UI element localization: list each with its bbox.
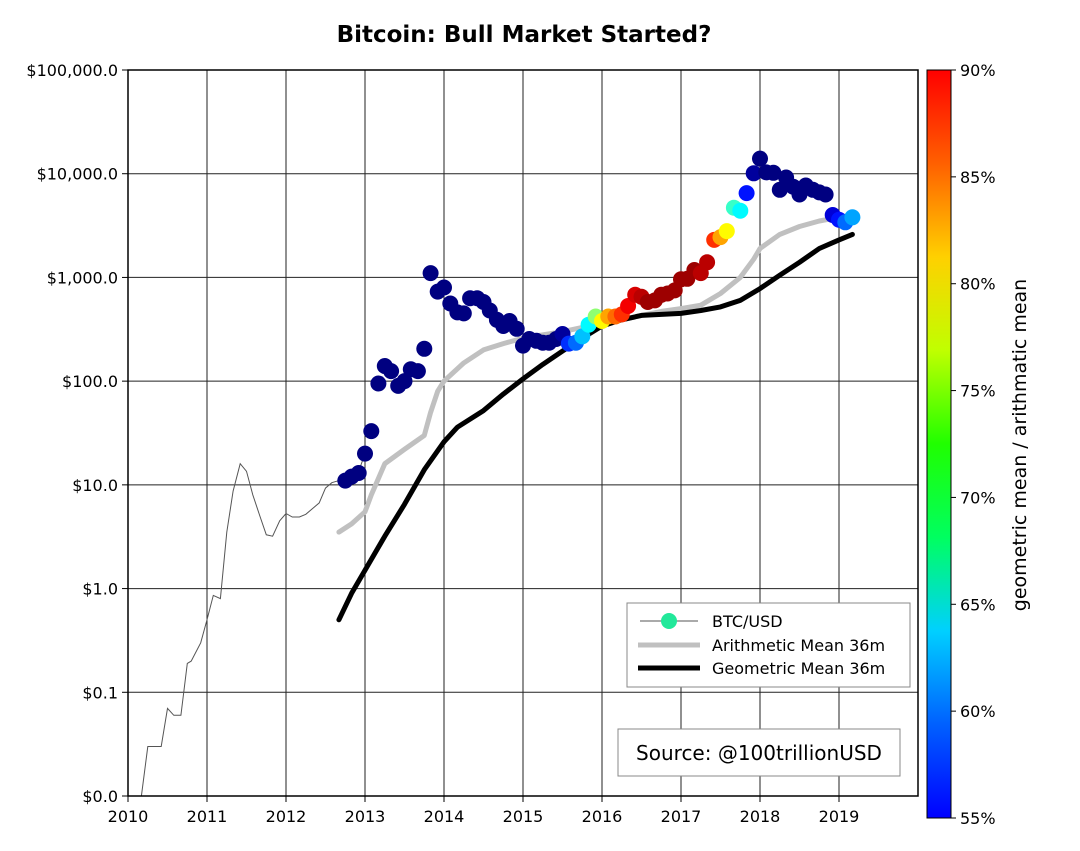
y-tick-label: $100,000.0 <box>26 61 118 80</box>
colorbar-tick-label: 90% <box>960 61 996 80</box>
btc-data-point <box>383 363 400 380</box>
y-tick-label: $0.0 <box>82 787 118 806</box>
y-tick-label: $10.0 <box>72 476 118 495</box>
colorbar-tick-label: 70% <box>960 488 996 507</box>
colorbar-tick-label: 75% <box>960 382 996 401</box>
btc-data-point <box>455 305 472 322</box>
btc-data-point <box>817 186 834 203</box>
btc-data-point <box>718 223 735 240</box>
colorbar-tick-label: 80% <box>960 275 996 294</box>
x-tick-label: 2012 <box>266 807 307 826</box>
x-tick-label: 2019 <box>819 807 860 826</box>
btc-data-point <box>732 202 749 219</box>
x-tick-label: 2014 <box>424 807 465 826</box>
y-tick-layer: $0.0 $0.1 $1.0 $10.0 $100.0 $1,000.0 $10,000.0… <box>26 61 128 806</box>
y-tick-label: $0.1 <box>82 683 118 702</box>
y-tick-label: $1,000.0 <box>47 268 118 287</box>
y-tick-label: $100.0 <box>62 372 118 391</box>
btc-data-point <box>436 279 452 296</box>
x-tick-label: 2011 <box>187 807 228 826</box>
btc-data-point <box>357 445 373 462</box>
btc-data-point <box>745 165 762 182</box>
btc-data-point <box>771 181 788 198</box>
legend: BTC/USD Arithmetic Mean 36m Geometric Me… <box>626 602 911 688</box>
btc-data-point <box>765 164 782 181</box>
btc-data-point <box>574 328 591 345</box>
colorbar: 55% 60% 65% 70% 75% 80% 85% 90% geometric mean … <box>926 61 1031 828</box>
colorbar-tick-label: 65% <box>960 595 996 614</box>
x-tick-label: 2018 <box>740 807 781 826</box>
btc-data-point <box>416 340 433 357</box>
btc-data-point <box>844 209 861 226</box>
x-tick-label: 2010 <box>108 807 149 826</box>
colorbar-tick-label: 85% <box>960 168 996 187</box>
x-tick-label: 2016 <box>582 807 623 826</box>
geometric-mean-line <box>336 231 855 623</box>
y-tick-label: $1.0 <box>82 580 118 599</box>
legend-label-btc: BTC/USD <box>712 612 783 631</box>
btc-data-point <box>409 363 426 380</box>
x-tick-label: 2013 <box>345 807 386 826</box>
btc-data-point <box>508 320 525 337</box>
source-box <box>617 728 901 777</box>
btc-data-point <box>396 373 413 390</box>
colorbar-gradient <box>926 69 952 819</box>
arithmetic-mean-line <box>336 212 855 535</box>
x-tick-label: 2017 <box>661 807 702 826</box>
btc-data-point <box>370 375 387 392</box>
source-text: Source: @100trillionUSD <box>636 741 882 765</box>
colorbar-tick-label: 55% <box>960 809 996 828</box>
source-annotation: Source: @100trillionUSD <box>617 728 901 777</box>
colorbar-label: geometric mean / arithmatic mean <box>1009 279 1031 611</box>
grid-layer <box>127 69 918 797</box>
btc-data-point <box>752 150 768 167</box>
btc-data-point <box>363 423 380 440</box>
colorbar-tick-label: 60% <box>960 702 996 721</box>
plot-frame <box>127 69 919 797</box>
btc-data-point <box>699 254 716 271</box>
x-tick-layer: 2010 2011 2012 2013 2014 2015 2016 2017 2018 2019 <box>108 796 860 826</box>
btc-data-point <box>422 265 439 282</box>
chart-title: Bitcoin: Bull Market Started? <box>337 22 712 48</box>
series-layer <box>140 150 861 797</box>
x-tick-label: 2015 <box>503 807 544 826</box>
colorbar-tick-layer: 55% 60% 65% 70% 75% 80% 85% 90% <box>951 61 996 828</box>
y-tick-label: $10,000.0 <box>37 165 118 184</box>
legend-label-geo: Geometric Mean 36m <box>712 659 885 678</box>
legend-label-arith: Arithmetic Mean 36m <box>712 636 885 655</box>
btc-data-point <box>738 185 755 202</box>
btc-history-line <box>140 453 366 797</box>
btc-data-point <box>350 465 367 481</box>
legend-btc-marker <box>661 613 677 629</box>
